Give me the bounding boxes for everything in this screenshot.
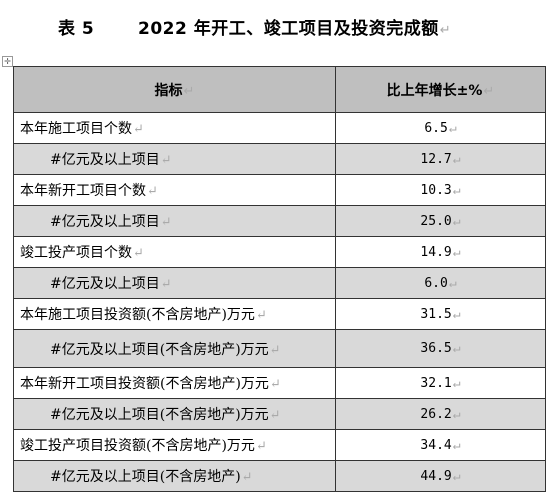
row-indicator: #亿元及以上项目(不含房地产)万元↵ xyxy=(13,398,336,430)
row-indicator: #亿元及以上项目↵ xyxy=(13,143,336,175)
table-row: 本年施工项目投资额(不含房地产)万元↵ 31.5↵ xyxy=(13,298,546,330)
paragraph-mark-icon: ↵ xyxy=(160,277,172,292)
header-indicator: 指标↵ xyxy=(13,66,336,113)
row-growth-value: 6.0↵ xyxy=(335,267,546,299)
table-title-text: 2022 年开工、竣工项目及投资完成额↵ xyxy=(138,19,452,39)
table-row: 本年新开工项目投资额(不含房地产)万元↵ 32.1↵ xyxy=(13,367,546,399)
row-indicator: #亿元及以上项目↵ xyxy=(13,205,336,237)
paragraph-mark-icon: ↵ xyxy=(255,439,267,454)
row-growth-value: 36.5↵ xyxy=(335,329,546,368)
table-row: 竣工投产项目投资额(不含房地产)万元↵ 34.4↵ xyxy=(13,429,546,461)
table-body: 本年施工项目个数↵ 6.5↵ #亿元及以上项目↵ 12.7↵ 本年新开工项目个数↵ 10.… xyxy=(13,112,546,492)
row-indicator: #亿元及以上项目↵ xyxy=(13,267,336,299)
table-header-row: 指标↵ 比上年增长±%↵ xyxy=(13,66,546,113)
table-row: #亿元及以上项目↵ 25.0↵ xyxy=(13,205,546,237)
table-row: 竣工投产项目个数↵ 14.9↵ xyxy=(13,236,546,268)
table-row: #亿元及以上项目↵ 6.0↵ xyxy=(13,267,546,299)
table-row: #亿元及以上项目↵ 12.7↵ xyxy=(13,143,546,175)
paragraph-mark-icon: ↵ xyxy=(241,470,253,485)
row-growth-value: 32.1↵ xyxy=(335,367,546,399)
table-move-handle-icon[interactable]: ✛ xyxy=(2,56,13,67)
paragraph-mark-icon: ↵ xyxy=(452,182,461,198)
table-row: 本年新开工项目个数↵ 10.3↵ xyxy=(13,174,546,206)
table-title: 表 5 2022 年开工、竣工项目及投资完成额↵ xyxy=(0,14,550,44)
paragraph-mark-icon: ↵ xyxy=(452,341,461,356)
row-indicator: 竣工投产项目个数↵ xyxy=(13,236,336,268)
paragraph-mark-icon: ↵ xyxy=(452,437,461,453)
table-row: 本年施工项目个数↵ 6.5↵ xyxy=(13,112,546,144)
row-growth-value: 31.5↵ xyxy=(335,298,546,330)
row-growth-value: 34.4↵ xyxy=(335,429,546,461)
table-row: #亿元及以上项目(不含房地产)万元↵ 36.5↵ xyxy=(13,329,546,368)
row-growth-value: 44.9↵ xyxy=(335,460,546,492)
paragraph-mark-icon: ↵ xyxy=(160,153,172,168)
paragraph-mark-icon: ↵ xyxy=(160,215,172,230)
row-indicator: 本年新开工项目投资额(不含房地产)万元↵ xyxy=(13,367,336,399)
row-growth-value: 14.9↵ xyxy=(335,236,546,268)
table-row: #亿元及以上项目(不含房地产)↵ 44.9↵ xyxy=(13,460,546,492)
row-indicator: 竣工投产项目投资额(不含房地产)万元↵ xyxy=(13,429,336,461)
row-indicator: 本年施工项目个数↵ xyxy=(13,112,336,144)
paragraph-mark-icon: ↵ xyxy=(452,213,461,229)
paragraph-mark-icon: ↵ xyxy=(452,375,461,391)
paragraph-mark-icon: ↵ xyxy=(147,184,158,199)
row-growth-value: 10.3↵ xyxy=(335,174,546,206)
paragraph-mark-icon: ↵ xyxy=(452,306,461,322)
paragraph-mark-icon: ↵ xyxy=(452,244,461,260)
row-growth-value: 12.7↵ xyxy=(335,143,546,175)
header-growth: 比上年增长±%↵ xyxy=(335,66,546,113)
paragraph-mark-icon: ↵ xyxy=(255,308,267,323)
row-growth-value: 6.5↵ xyxy=(335,112,546,144)
row-indicator: #亿元及以上项目(不含房地产)万元↵ xyxy=(13,329,336,368)
row-indicator: #亿元及以上项目(不含房地产)↵ xyxy=(13,460,336,492)
paragraph-mark-icon: ↵ xyxy=(483,83,495,99)
paragraph-mark-icon: ↵ xyxy=(133,122,144,137)
paragraph-mark-icon: ↵ xyxy=(448,120,457,136)
investment-table: 指标↵ 比上年增长±%↵ 本年施工项目个数↵ 6.5↵ #亿元及以上项目↵ 12.7↵… xyxy=(13,66,546,492)
table-row: #亿元及以上项目(不含房地产)万元↵ 26.2↵ xyxy=(13,398,546,430)
row-growth-value: 25.0↵ xyxy=(335,205,546,237)
table-number: 表 5 xyxy=(58,19,95,39)
paragraph-mark-icon: ↵ xyxy=(269,408,281,423)
row-indicator: 本年施工项目投资额(不含房地产)万元↵ xyxy=(13,298,336,330)
row-indicator: 本年新开工项目个数↵ xyxy=(13,174,336,206)
paragraph-mark-icon: ↵ xyxy=(133,246,144,261)
row-growth-value: 26.2↵ xyxy=(335,398,546,430)
paragraph-mark-icon: ↵ xyxy=(439,23,452,38)
paragraph-mark-icon: ↵ xyxy=(269,377,281,392)
paragraph-mark-icon: ↵ xyxy=(452,468,461,484)
paragraph-mark-icon: ↵ xyxy=(269,342,281,358)
paragraph-mark-icon: ↵ xyxy=(448,275,457,291)
paragraph-mark-icon: ↵ xyxy=(452,406,461,422)
paragraph-mark-icon: ↵ xyxy=(183,83,195,99)
paragraph-mark-icon: ↵ xyxy=(452,151,461,167)
